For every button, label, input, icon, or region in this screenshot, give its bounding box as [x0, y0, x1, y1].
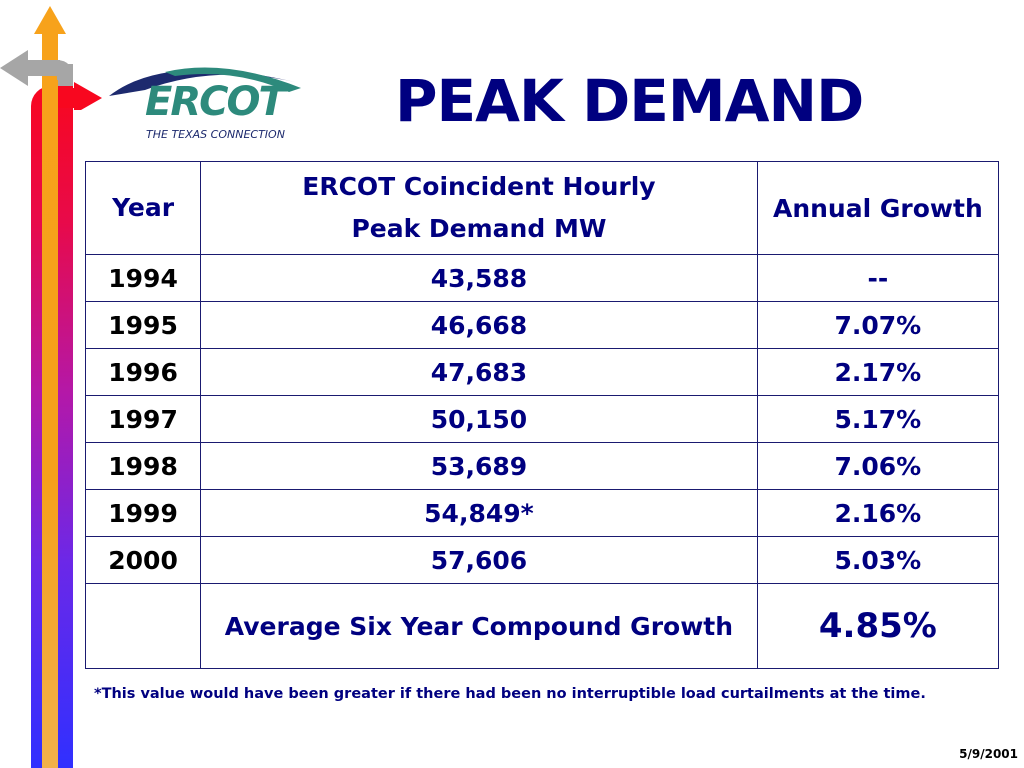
- right-arrow-icon: [58, 82, 102, 110]
- gray-bar-curve: [56, 60, 73, 80]
- year-cell: 1994: [84, 254, 202, 302]
- average-growth-label: Average Six Year Compound Growth: [200, 583, 758, 669]
- table-row: 1999 54,849* 2.16%: [84, 489, 1000, 537]
- table-row: 1998 53,689 7.06%: [84, 442, 1000, 490]
- table-row: 1997 50,150 5.17%: [84, 395, 1000, 443]
- growth-cell: 7.06%: [756, 442, 1000, 490]
- left-arrow-icon: [0, 50, 60, 86]
- peak-demand-table: Year ERCOT Coincident Hourly Peak Demand…: [84, 161, 1000, 669]
- up-arrow-icon: [34, 6, 66, 40]
- demand-cell: 43,588: [200, 254, 758, 302]
- header-year: Year: [84, 161, 202, 255]
- header-demand-line2: Peak Demand MW: [351, 214, 607, 243]
- demand-cell: 46,668: [200, 301, 758, 349]
- decorative-orange-bar: [42, 30, 58, 768]
- demand-cell: 50,150: [200, 395, 758, 443]
- table-row: 1995 46,668 7.07%: [84, 301, 1000, 349]
- table-row: 1994 43,588 --: [84, 254, 1000, 302]
- header-demand: ERCOT Coincident Hourly Peak Demand MW: [200, 161, 758, 255]
- page-title: PEAK DEMAND: [395, 67, 864, 135]
- growth-cell: 5.03%: [756, 536, 1000, 584]
- year-cell: 2000: [84, 536, 202, 584]
- logo-tagline: THE TEXAS CONNECTION: [146, 128, 285, 141]
- demand-cell: 47,683: [200, 348, 758, 396]
- demand-cell: 57,606: [200, 536, 758, 584]
- average-growth-value: 4.85%: [756, 583, 1000, 669]
- year-cell: 1996: [84, 348, 202, 396]
- demand-cell: 53,689: [200, 442, 758, 490]
- slide-date: 5/9/2001: [959, 747, 1018, 761]
- year-cell: 1998: [84, 442, 202, 490]
- growth-cell: 2.16%: [756, 489, 1000, 537]
- header-growth: Annual Growth: [756, 161, 1000, 255]
- table-header-row: Year ERCOT Coincident Hourly Peak Demand…: [84, 161, 1000, 255]
- growth-cell: 2.17%: [756, 348, 1000, 396]
- year-cell: 1999: [84, 489, 202, 537]
- header-demand-line1: ERCOT Coincident Hourly: [302, 172, 656, 201]
- growth-cell: --: [756, 254, 1000, 302]
- logo-wordmark: ERCOT: [145, 79, 286, 125]
- table-row: 2000 57,606 5.03%: [84, 536, 1000, 584]
- empty-cell: [84, 583, 202, 669]
- decorative-arrows: [0, 6, 102, 110]
- footnote: *This value would have been greater if t…: [94, 686, 926, 702]
- ercot-logo-swoosh: [109, 67, 301, 96]
- growth-cell: 7.07%: [756, 301, 1000, 349]
- demand-cell: 54,849*: [200, 489, 758, 537]
- year-cell: 1997: [84, 395, 202, 443]
- table-row: 1996 47,683 2.17%: [84, 348, 1000, 396]
- year-cell: 1995: [84, 301, 202, 349]
- growth-cell: 5.17%: [756, 395, 1000, 443]
- table-footer-row: Average Six Year Compound Growth 4.85%: [84, 583, 1000, 669]
